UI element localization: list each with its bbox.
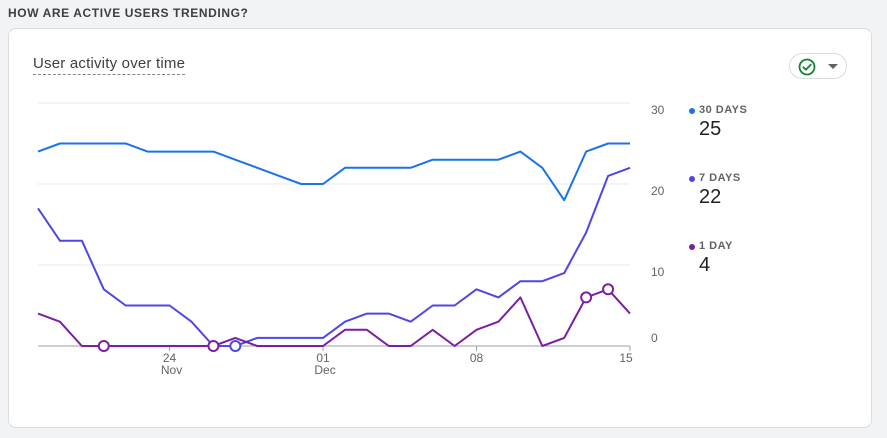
legend-dot-1-day bbox=[689, 244, 695, 250]
legend-dot-30-days bbox=[689, 108, 695, 114]
x-tick-month-label: Nov bbox=[161, 363, 182, 377]
y-tick-label: 10 bbox=[651, 265, 665, 279]
legend-value: 4 bbox=[699, 254, 711, 276]
x-tick-label: 01 bbox=[316, 351, 330, 365]
y-tick-label: 0 bbox=[651, 331, 658, 345]
caret-down-icon bbox=[828, 64, 838, 69]
y-tick-label: 30 bbox=[651, 103, 665, 117]
user-activity-card: User activity over time bbox=[8, 28, 872, 428]
x-tick-label: 24 bbox=[163, 351, 177, 365]
check-circle-icon bbox=[798, 58, 816, 76]
section-title: HOW ARE ACTIVE USERS TRENDING? bbox=[8, 6, 249, 20]
y-tick-label: 20 bbox=[651, 184, 665, 198]
anomaly-marker-1-day bbox=[97, 340, 110, 352]
anomaly-marker-1-day bbox=[207, 340, 220, 352]
anomaly-marker-7-days bbox=[229, 340, 242, 352]
anomaly-marker-1-day bbox=[602, 283, 615, 296]
x-tick-label: 08 bbox=[470, 351, 484, 365]
insights-status-dropdown[interactable] bbox=[789, 53, 847, 79]
legend-label: 1 DAY bbox=[699, 240, 733, 252]
series-line-30-days bbox=[37, 142, 630, 202]
x-tick-month-label: Dec bbox=[314, 363, 335, 377]
series-line-7-days bbox=[37, 166, 631, 347]
series-line-1-day bbox=[37, 288, 631, 347]
card-title[interactable]: User activity over time bbox=[33, 55, 186, 75]
legend-value: 22 bbox=[699, 186, 722, 208]
legend-dot-7-days bbox=[689, 176, 695, 182]
legend-label: 30 DAYS bbox=[699, 104, 748, 116]
legend-value: 25 bbox=[699, 118, 722, 140]
anomaly-marker-1-day bbox=[580, 291, 593, 304]
x-tick-label: 15 bbox=[619, 351, 633, 365]
legend-label: 7 DAYS bbox=[699, 172, 741, 184]
